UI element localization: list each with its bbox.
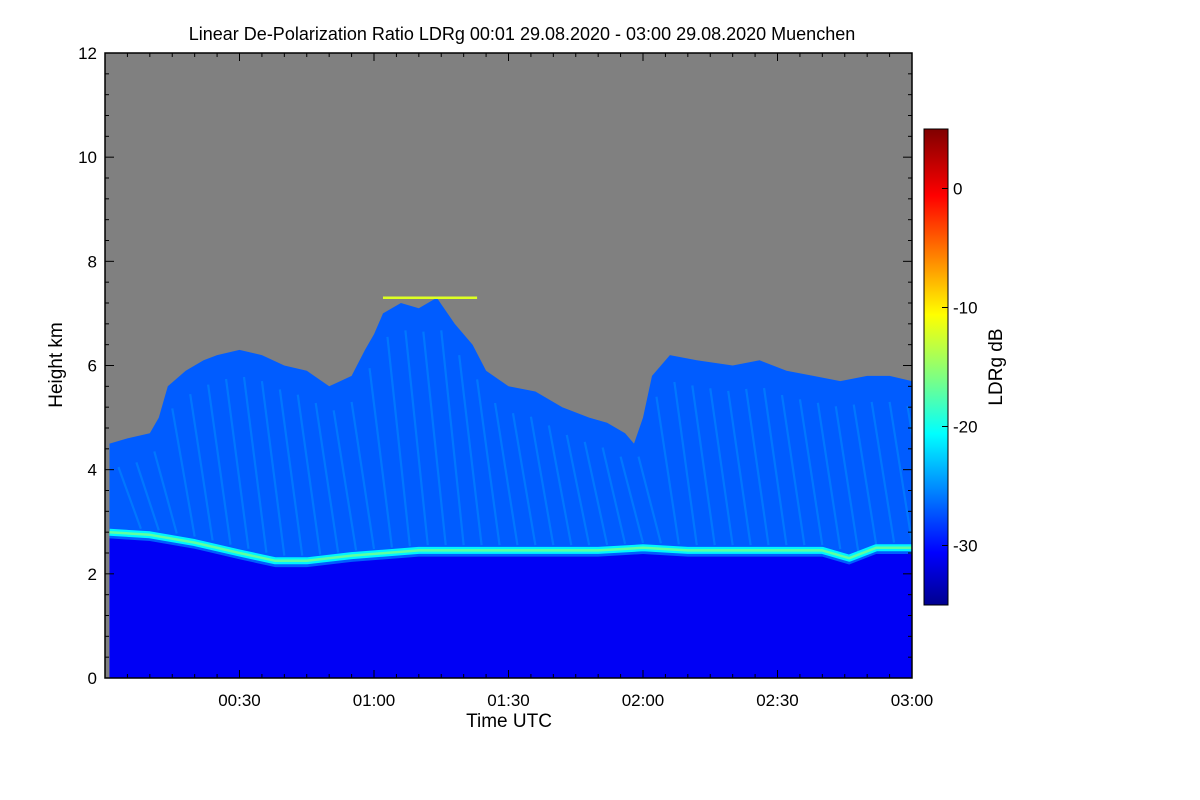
plot-area [105,53,912,678]
melting-layer-core [109,530,912,563]
fall-streaks [117,330,912,556]
y-tick-label: 8 [88,252,97,271]
x-tick-label: 03:00 [891,691,934,710]
colorbar-tick-label: -20 [953,418,978,437]
x-tick-label: 02:30 [756,691,799,710]
y-axis: 0 2 4 6 8 10 12 [78,44,912,688]
below-melting-layer [109,538,912,678]
x-tick-label: 01:30 [487,691,530,710]
colorbar-label: LDRg dB [986,328,1007,405]
colorbar-tick-label: -10 [953,299,978,318]
y-tick-label: 12 [78,44,97,63]
y-tick-label: 10 [78,148,97,167]
chart-title: Linear De-Polarization Ratio LDRg 00:01 … [189,24,855,44]
y-tick-label: 6 [88,357,97,376]
colorbar-tick-label: 0 [953,180,962,199]
x-tick-label: 02:00 [622,691,665,710]
colorbar-tick-label: -30 [953,537,978,556]
colorbar [923,128,949,606]
x-tick-label: 00:30 [218,691,261,710]
y-axis-label: Height km [46,322,67,408]
y-tick-label: 2 [88,565,97,584]
y-tick-label: 4 [88,461,97,480]
x-axis-label: Time UTC [466,711,552,732]
y-tick-label: 0 [88,669,97,688]
x-axis: 00:30 01:00 01:30 02:00 02:30 03:00 [126,53,934,710]
colorbar-axis: 0 -10 -20 -30 [942,180,978,556]
x-tick-label: 01:00 [353,691,396,710]
